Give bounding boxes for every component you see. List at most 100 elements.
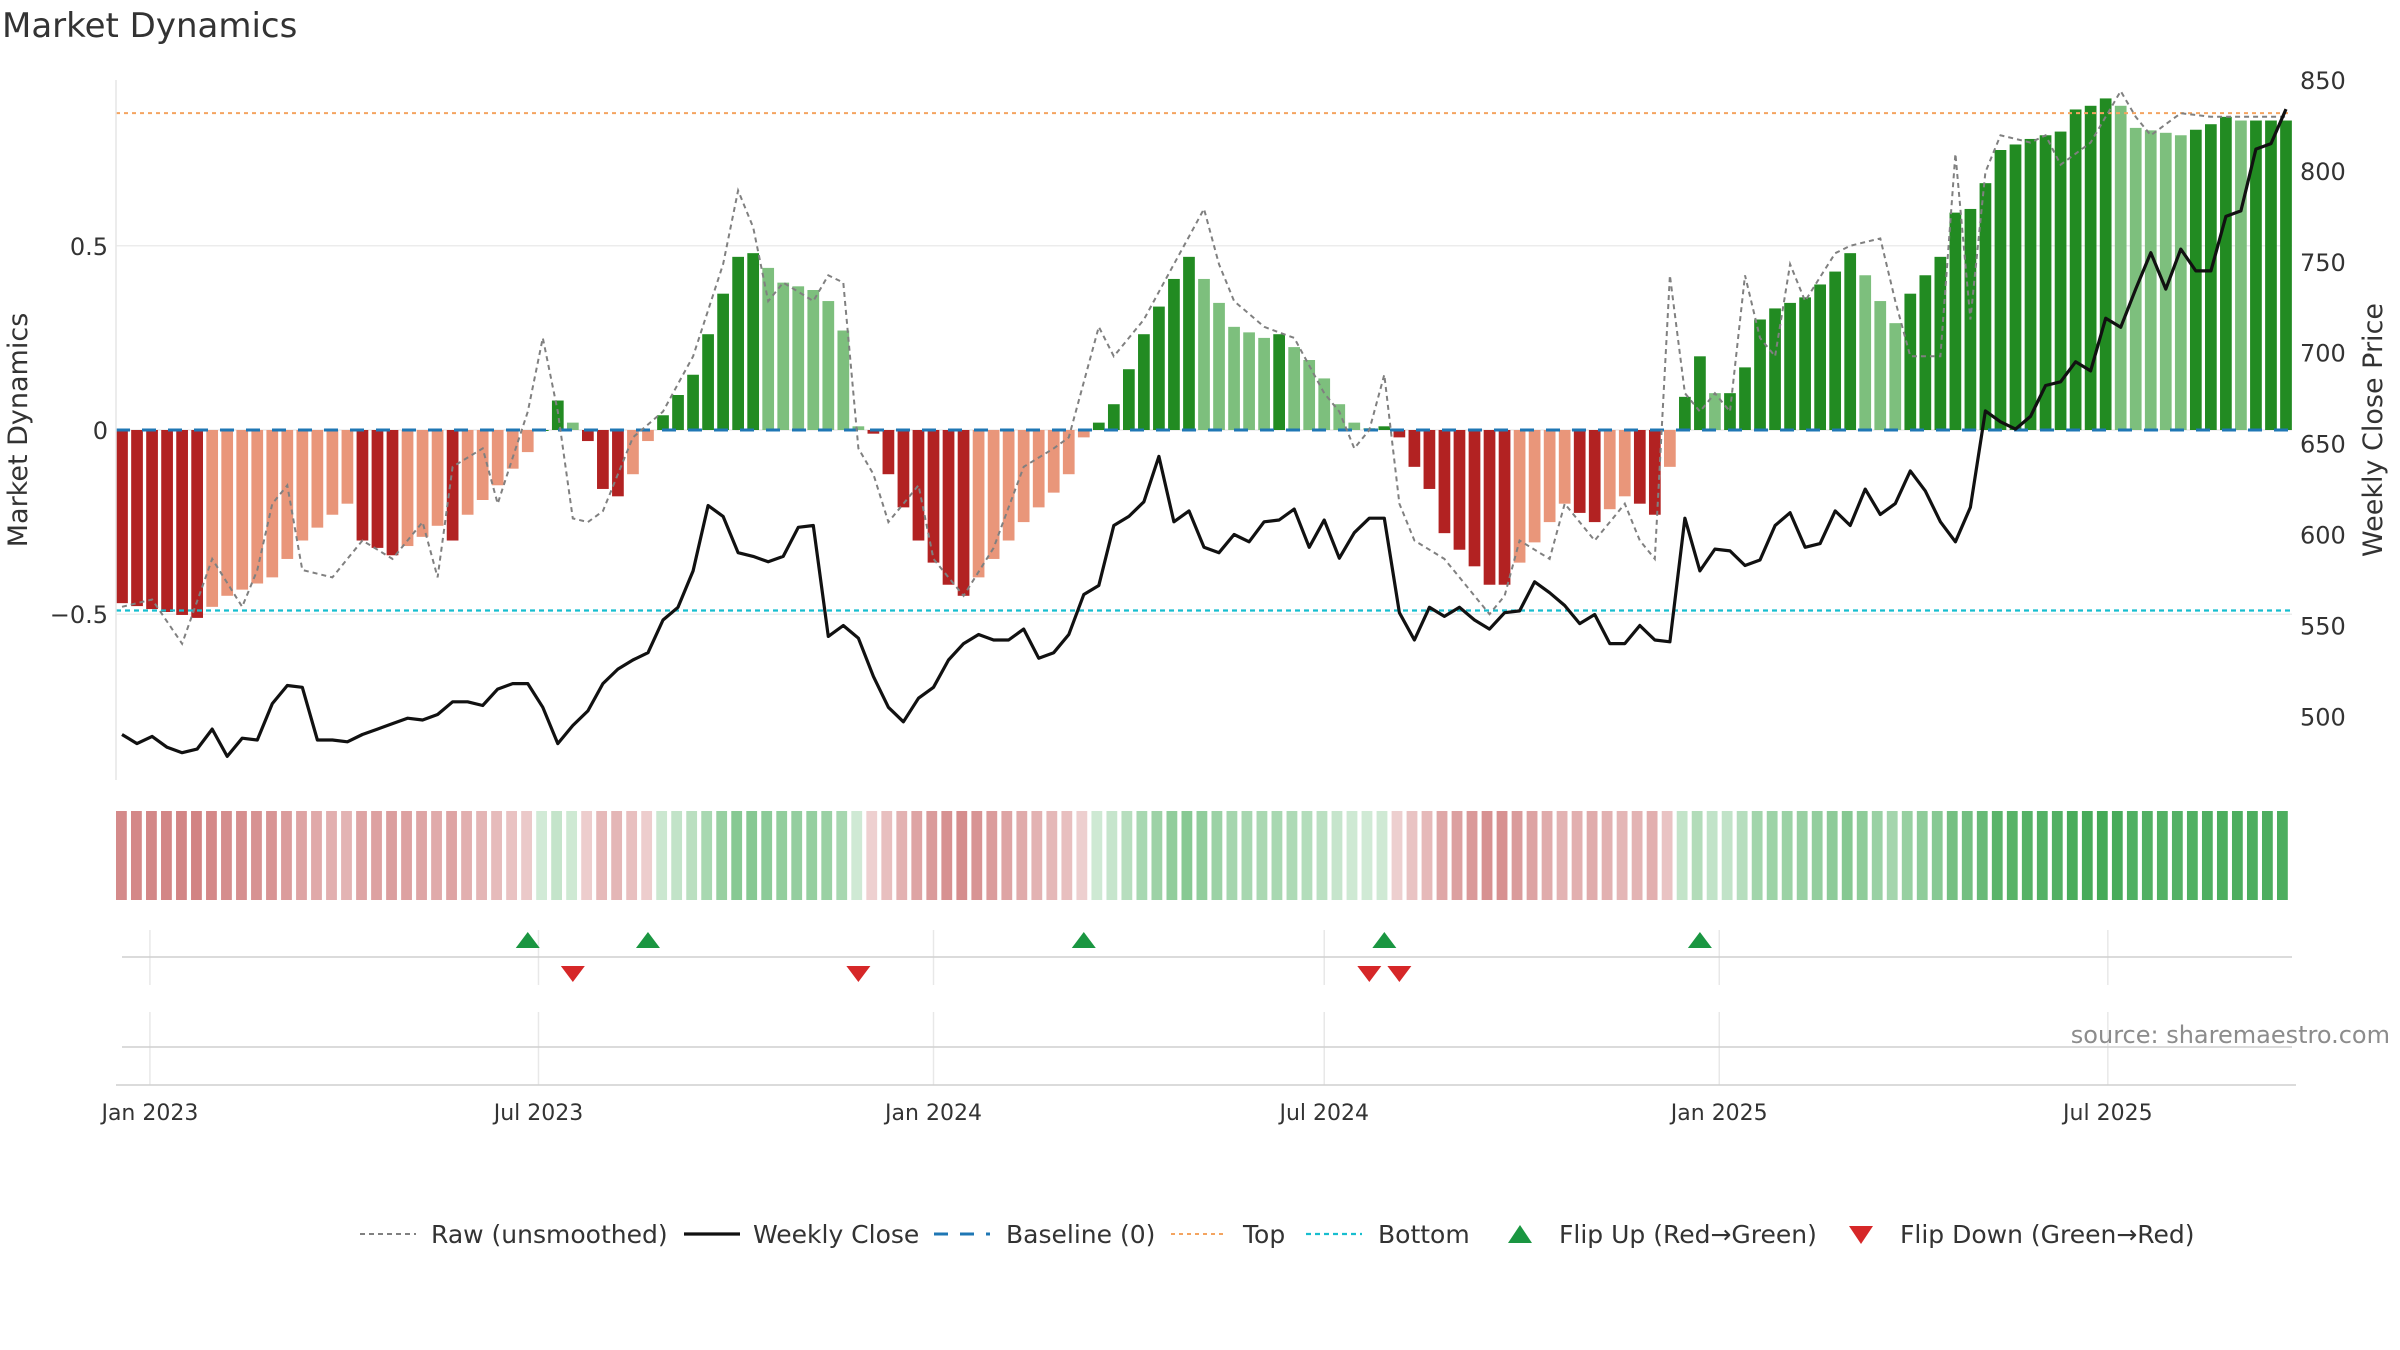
heat-cell: [986, 811, 998, 900]
dynamics-bar: [1153, 306, 1165, 430]
heat-cell: [926, 811, 938, 900]
dynamics-bar: [281, 430, 294, 559]
dynamics-bar: [461, 430, 474, 515]
heat-cell: [1301, 811, 1313, 900]
main-axes: −0.5 0 0.5 500 550 600 650 700 750 800 850: [50, 67, 2346, 780]
dynamics-bar: [1754, 319, 1766, 430]
dynamics-bar: [191, 430, 203, 618]
dynamics-bar: [1829, 271, 1842, 430]
heat-cell: [671, 811, 683, 900]
heat-cell: [2141, 811, 2153, 900]
dynamics-bar: [311, 430, 324, 528]
flip-down-marker: [1387, 966, 1412, 982]
dynamics-bar: [1168, 278, 1180, 430]
legend-baseline-label: Baseline (0): [1006, 1220, 1155, 1249]
heat-cell: [1706, 811, 1718, 900]
dynamics-bar: [1468, 430, 1481, 567]
dynamics-bar: [206, 430, 219, 607]
heat-cell: [161, 811, 172, 900]
heat-cell: [476, 811, 487, 900]
heat-cell: [1676, 811, 1688, 900]
heat-cell: [1916, 811, 1928, 900]
dynamics-bar: [1378, 426, 1391, 430]
heat-cell: [1481, 811, 1493, 900]
heat-cell: [266, 811, 277, 900]
dynamics-bar: [2024, 138, 2037, 430]
dynamics-bar: [1799, 297, 1811, 430]
y-tick-label-right: 850: [2300, 67, 2346, 95]
heat-cell: [1886, 811, 1898, 900]
dynamics-bar: [912, 430, 925, 541]
heat-cell: [836, 811, 848, 900]
heat-cell: [341, 811, 352, 900]
dynamics-bar: [1588, 430, 1601, 523]
heat-cell: [1421, 811, 1433, 900]
heat-cell: [2006, 811, 2018, 900]
dynamics-bar: [446, 430, 459, 541]
y-tick-label-left: 0.5: [70, 233, 108, 261]
heat-cell: [1751, 811, 1763, 900]
heat-cell: [1271, 811, 1283, 900]
heat-cell: [1781, 811, 1793, 900]
heat-cell: [641, 811, 653, 900]
heat-cell: [1721, 811, 1733, 900]
heat-cell: [191, 811, 202, 900]
heat-cell: [1361, 811, 1373, 900]
heat-cell: [401, 811, 412, 900]
heat-cell: [1136, 811, 1148, 900]
heat-cell: [116, 811, 127, 900]
heat-cell: [1001, 811, 1013, 900]
dynamics-bar: [1303, 360, 1316, 430]
heat-cell: [551, 811, 563, 900]
flip-down-marker: [1357, 966, 1382, 982]
dynamics-bar: [702, 334, 714, 430]
heat-cell: [821, 811, 833, 900]
heat-cell: [656, 811, 668, 900]
dynamics-bar: [1664, 430, 1676, 467]
heat-cell: [1646, 811, 1658, 900]
x-tick-label: Jul 2023: [492, 1101, 584, 1126]
heat-cell: [596, 811, 608, 900]
dynamics-bar: [551, 400, 564, 430]
heat-cell: [1466, 811, 1478, 900]
heat-cell: [941, 811, 953, 900]
heat-cell: [1931, 811, 1943, 900]
dynamics-bar: [687, 374, 699, 430]
dynamics-bar: [476, 430, 489, 500]
heat-cell: [1406, 811, 1418, 900]
series-lines: [121, 89, 2288, 759]
heat-cell: [1616, 811, 1628, 900]
dynamics-bar: [1784, 302, 1796, 430]
heat-cell: [581, 811, 593, 900]
dynamics-bar: [2129, 127, 2142, 430]
heat-cell: [1571, 811, 1583, 900]
heat-cell: [1736, 811, 1748, 900]
dynamics-bar: [852, 426, 865, 430]
heat-cell: [176, 811, 187, 900]
dynamics-bar: [2280, 120, 2292, 431]
dynamics-bar: [401, 430, 414, 547]
heat-cell: [206, 811, 217, 900]
dynamics-bar: [1994, 150, 2007, 430]
dynamics-bar: [2069, 109, 2082, 430]
heat-cell: [416, 811, 427, 900]
dynamics-bar: [416, 430, 429, 537]
dynamics-bar: [176, 430, 188, 615]
dynamics-bar: [2159, 132, 2172, 431]
heat-cell: [1256, 811, 1268, 900]
dynamics-bar: [2009, 144, 2022, 430]
dynamics-bar: [386, 430, 399, 556]
dynamics-bar: [1618, 430, 1631, 497]
heat-cell: [566, 811, 578, 900]
heat-cell: [446, 811, 457, 900]
legend-bottom-label: Bottom: [1378, 1220, 1470, 1249]
dynamics-bar: [2099, 98, 2112, 430]
heat-cell: [1376, 811, 1388, 900]
dynamics-bar: [1573, 430, 1586, 513]
dynamics-bar: [1558, 430, 1571, 504]
dynamics-bar: [1032, 430, 1045, 508]
heat-cell: [1991, 811, 2003, 900]
dynamics-bar: [1889, 323, 1902, 430]
dynamics-bar: [1814, 284, 1826, 430]
heat-cell: [791, 811, 803, 900]
